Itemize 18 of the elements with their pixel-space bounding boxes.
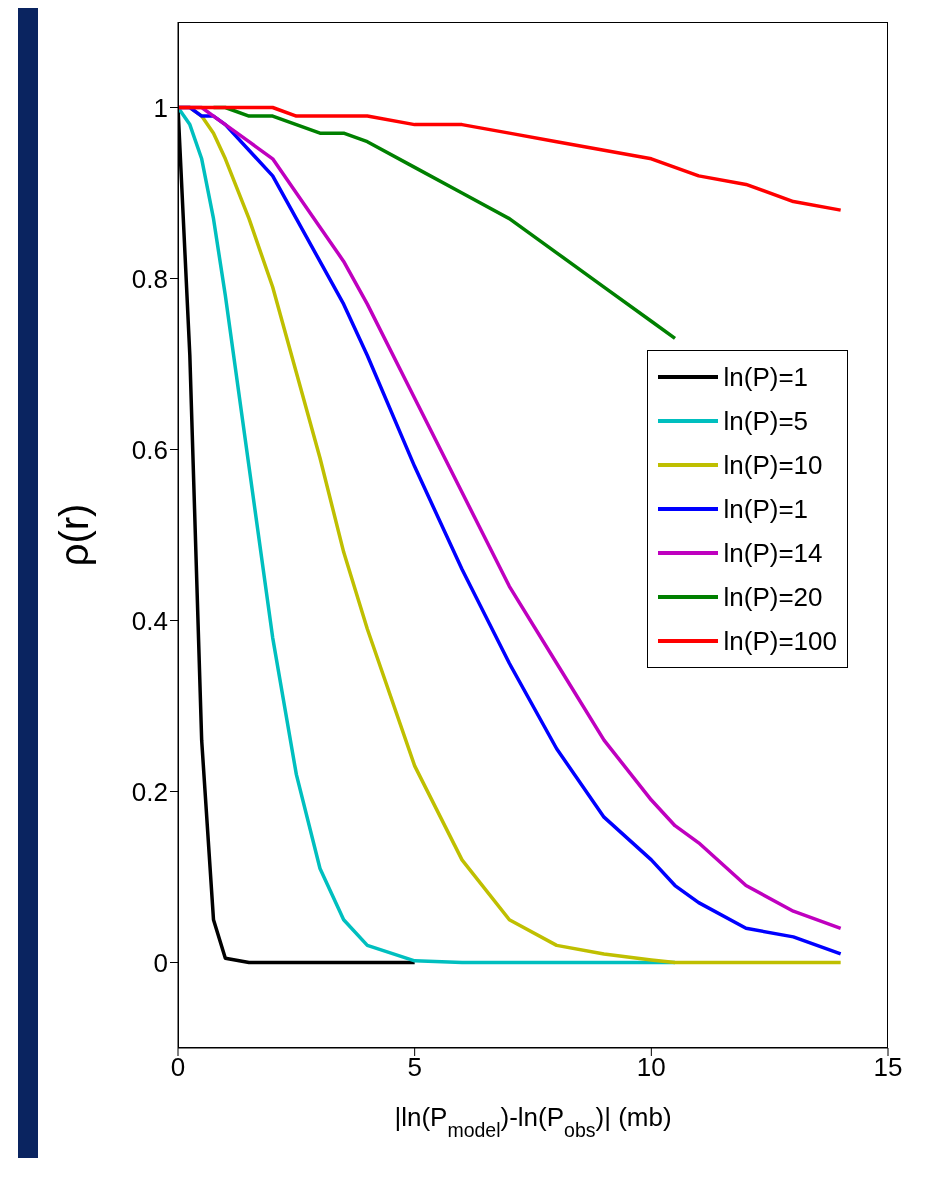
x-tick-label: 10	[636, 1052, 666, 1083]
y-tick-label: 0.6	[131, 434, 168, 465]
y-tick-label: 0.4	[131, 605, 168, 636]
x-tick-label: 5	[407, 1052, 422, 1083]
legend-label: ln(P)=1	[723, 493, 809, 526]
y-axis-title: ρ(r)	[52, 503, 96, 567]
y-tick-label: 0.2	[131, 776, 168, 807]
y-tick-label: 0	[153, 947, 168, 978]
legend-label: ln(P)=100	[723, 625, 837, 658]
legend-label: ln(P)=20	[723, 581, 823, 614]
legend-label: ln(P)=5	[723, 405, 809, 438]
y-tick-label: 0.8	[131, 263, 168, 294]
legend-label: ln(P)=14	[723, 537, 823, 570]
x-axis-title: |ln(P$_{model}$)-ln(P$_{obs}$)| (mb)	[394, 1102, 672, 1141]
x-tick-label: 15	[873, 1052, 903, 1083]
legend-label: ln(P)=10	[723, 449, 823, 482]
y-tick-label: 1	[153, 92, 168, 123]
legend-label: ln(P)=1	[723, 361, 809, 394]
